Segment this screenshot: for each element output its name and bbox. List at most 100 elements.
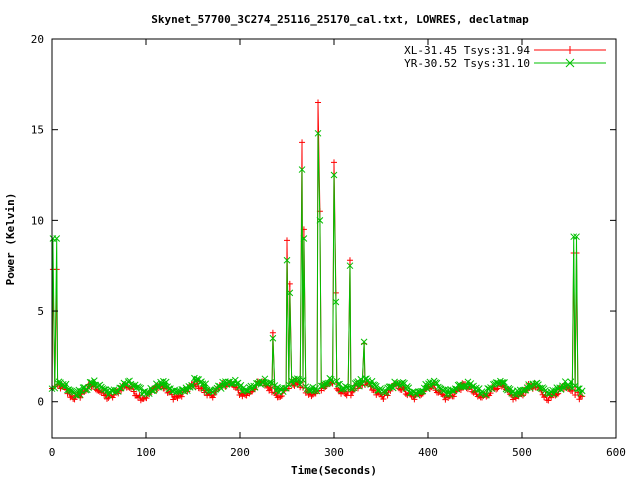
data-point [300, 235, 308, 242]
data-point [244, 387, 252, 395]
data-point [269, 334, 277, 342]
data-point [578, 387, 586, 395]
data-point [199, 380, 207, 388]
data-point [299, 139, 306, 146]
data-point [239, 393, 246, 400]
data-point [380, 395, 387, 402]
data-point [130, 388, 137, 395]
data-point [189, 383, 197, 391]
data-point [574, 385, 582, 393]
data-point [499, 379, 507, 386]
data-point [432, 379, 439, 386]
data-point [519, 386, 527, 394]
y-tick-label: 15 [31, 124, 44, 137]
legend: XL-31.45 Tsys:31.94 YR-30.52 Tsys:31.10 [404, 44, 606, 70]
data-point [358, 380, 366, 388]
series-line [51, 133, 583, 397]
data-point [76, 391, 84, 399]
legend-label-xl: XL-31.45 Tsys:31.94 [404, 44, 530, 57]
data-point [202, 380, 210, 388]
axis-ticks: 0 100 200 300 400 500 600 0 5 10 15 20 [31, 33, 626, 459]
y-tick-label: 0 [37, 396, 44, 409]
data-point [332, 298, 340, 306]
data-point [126, 377, 133, 385]
legend-label-yr: YR-30.52 Tsys:31.10 [404, 57, 530, 70]
data-point [209, 394, 216, 401]
data-point [347, 392, 354, 399]
data-point [268, 389, 275, 396]
data-point [385, 383, 393, 391]
data-point [296, 381, 304, 388]
data-point [53, 235, 61, 242]
data-point [392, 379, 400, 387]
data-point [284, 237, 290, 244]
data-point [346, 262, 354, 270]
x-tick-label: 100 [136, 446, 156, 459]
data-point [493, 386, 500, 393]
x-tick-label: 500 [512, 446, 532, 459]
data-point [90, 377, 98, 385]
data-point [423, 385, 431, 393]
data-point [316, 217, 324, 224]
data-point [488, 385, 496, 393]
data-point [382, 388, 390, 396]
data-point [137, 397, 144, 404]
data-point [269, 329, 276, 336]
data-point [343, 383, 351, 391]
data-point [550, 390, 558, 398]
data-point [162, 378, 170, 386]
data-point [402, 391, 409, 398]
data-point [543, 396, 550, 403]
data-point [64, 386, 71, 394]
data-point [71, 396, 78, 403]
x-tick-label: 200 [230, 446, 250, 459]
x-tick-label: 400 [418, 446, 438, 459]
data-point [299, 376, 307, 384]
data-point [297, 384, 304, 391]
data-point [346, 257, 353, 264]
data-point [62, 380, 70, 388]
data-point [545, 397, 552, 404]
x-axis-label: Time(Seconds) [291, 464, 377, 477]
plot-area [48, 99, 586, 404]
data-point [294, 381, 301, 388]
chart-title: Skynet_57700_3C274_25116_25170_cal.txt, … [151, 13, 529, 26]
y-tick-label: 20 [31, 33, 44, 46]
y-tick-label: 5 [37, 305, 44, 318]
series-yr [48, 129, 586, 399]
data-point [498, 379, 506, 386]
data-point [315, 99, 322, 106]
data-point [446, 390, 453, 398]
data-point [350, 384, 358, 392]
data-point [285, 381, 293, 389]
data-point [174, 395, 181, 402]
data-point [331, 159, 337, 166]
x-tick-label: 300 [324, 446, 344, 459]
data-point [174, 387, 181, 395]
data-point [433, 379, 441, 387]
y-axis-label: Power (Kelvin) [4, 193, 17, 286]
data-point [154, 383, 162, 391]
data-point [453, 385, 461, 393]
legend-marker-xl [566, 46, 574, 54]
data-point [576, 396, 583, 403]
data-point [360, 338, 368, 346]
y-tick-label: 10 [31, 214, 44, 227]
data-point [372, 382, 380, 390]
data-point [286, 289, 294, 297]
data-point [205, 389, 212, 396]
data-point [85, 384, 93, 391]
data-point [251, 384, 259, 391]
x-tick-label: 600 [606, 446, 626, 459]
data-point [469, 388, 476, 395]
data-point [570, 233, 578, 241]
data-point [170, 396, 177, 403]
data-point [573, 233, 580, 241]
data-point [501, 379, 508, 386]
data-point [314, 129, 322, 137]
data-point [283, 256, 291, 264]
x-tick-label: 0 [49, 446, 56, 459]
data-point [70, 395, 77, 402]
data-point [278, 393, 285, 399]
